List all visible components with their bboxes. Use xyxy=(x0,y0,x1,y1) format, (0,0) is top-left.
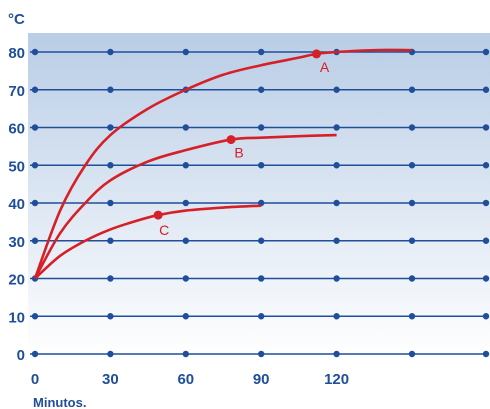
y-tick-label: 30 xyxy=(8,234,25,251)
x-tick-label: 60 xyxy=(177,371,194,388)
series-line-a xyxy=(33,48,413,279)
grid-dot xyxy=(408,199,416,207)
unit-label: °C xyxy=(8,11,25,28)
grid-dot xyxy=(182,237,189,244)
grid-dot xyxy=(482,275,490,282)
x-tick-label: 90 xyxy=(253,371,270,388)
grid-dot xyxy=(31,313,39,320)
grid-dot xyxy=(107,237,114,244)
grid-dot xyxy=(482,313,490,320)
plot-background xyxy=(28,33,490,358)
grid-dot xyxy=(333,162,340,169)
grid-dot xyxy=(258,313,265,320)
grid-dot xyxy=(258,162,265,169)
x-tick-label: 0 xyxy=(31,371,39,388)
y-tick-label: 80 xyxy=(8,45,25,62)
grid-dot xyxy=(107,313,114,320)
grid-dot xyxy=(31,86,39,93)
grid-dot xyxy=(31,48,39,56)
grid-dot xyxy=(258,48,265,56)
grid-dot xyxy=(333,237,340,244)
grid-dot xyxy=(182,124,189,131)
series-marker-b xyxy=(226,135,236,145)
grid-dot xyxy=(258,350,265,358)
grid-dot xyxy=(31,199,39,207)
grid-dot xyxy=(258,124,265,131)
grid-dot xyxy=(333,313,340,320)
grid-dot xyxy=(182,199,189,207)
series-line-c xyxy=(34,204,262,280)
grid-dot xyxy=(482,162,490,169)
x-tick-label: 30 xyxy=(102,371,119,388)
grid-dot xyxy=(408,313,416,320)
grid-dot xyxy=(258,86,265,93)
grid-dot xyxy=(482,86,490,93)
grid-dot xyxy=(182,313,189,320)
series-label-a: A xyxy=(320,59,330,75)
grid-dot xyxy=(333,350,340,358)
grid-dot xyxy=(333,275,340,282)
y-tick-label: 0 xyxy=(17,347,25,364)
y-tick-label: 60 xyxy=(8,121,25,138)
grid-dot xyxy=(31,350,39,358)
grid-dot xyxy=(107,124,114,131)
grid-dot xyxy=(408,124,416,131)
series-label-b: B xyxy=(234,145,243,161)
x-axis-label: Minutos. xyxy=(33,395,86,409)
grid-dot xyxy=(182,48,189,56)
series-marker-a xyxy=(311,49,321,59)
axis-ticks: 0 10 20 30 40 50 60 70 80 0 30 60 90 120 xyxy=(8,45,349,388)
grid-dot xyxy=(482,199,490,207)
grid-dot xyxy=(482,124,490,131)
grid-dot xyxy=(182,350,189,358)
grid-dot xyxy=(333,124,340,131)
grid-dot xyxy=(31,237,39,244)
grid-dot xyxy=(182,162,189,169)
grid-dot xyxy=(408,162,416,169)
grid-dot xyxy=(482,48,490,56)
grid-dot xyxy=(482,350,490,358)
y-tick-label: 50 xyxy=(8,158,25,175)
grid-dot xyxy=(258,275,265,282)
grid-dot xyxy=(107,350,114,358)
grid-dot xyxy=(333,86,340,93)
grid-dot xyxy=(408,237,416,244)
y-tick-label: 40 xyxy=(8,196,25,213)
grid-dot xyxy=(182,275,189,282)
x-tick-label: 120 xyxy=(324,371,349,388)
grid-dot xyxy=(258,237,265,244)
grid-dot xyxy=(482,237,490,244)
grid-dot xyxy=(31,162,39,169)
grid-dot xyxy=(408,86,416,93)
grid-dot xyxy=(333,199,340,207)
grid-dot xyxy=(107,86,114,93)
y-tick-label: 20 xyxy=(8,272,25,289)
grid-dot xyxy=(107,199,114,207)
series-marker-c xyxy=(153,210,163,220)
grid-dot xyxy=(107,48,114,56)
grid-dot xyxy=(107,162,114,169)
grid-dot xyxy=(107,275,114,282)
grid-dot xyxy=(408,275,416,282)
grid-lines xyxy=(30,48,490,358)
grid-dot xyxy=(408,350,416,358)
grid-dot xyxy=(31,124,39,131)
series-lines: A B C xyxy=(33,48,413,280)
series-line-b xyxy=(33,133,337,280)
y-tick-label: 70 xyxy=(8,83,25,100)
y-tick-label: 10 xyxy=(8,309,25,326)
series-label-c: C xyxy=(159,222,169,238)
